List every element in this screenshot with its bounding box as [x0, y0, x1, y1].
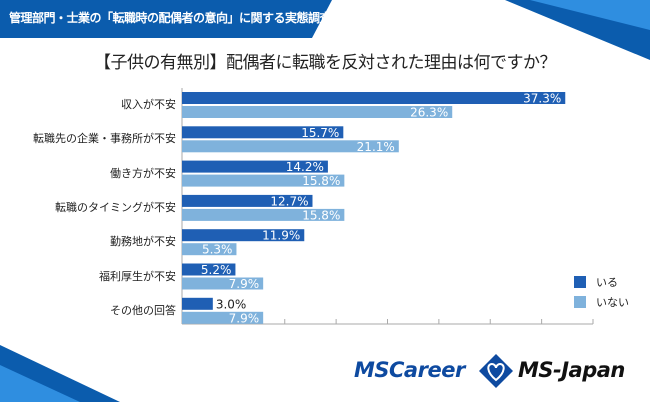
bar-series1 — [182, 160, 328, 173]
data-label: 7.9% — [229, 311, 260, 325]
chart-title: 【子供の有無別】配偶者に転職を反対された理由は何ですか？ — [94, 53, 557, 73]
bar-series2 — [182, 106, 453, 118]
data-label: 3.0% — [216, 297, 247, 311]
legend-item-series2: いない — [574, 294, 629, 310]
category-label: その他の回答 — [110, 303, 176, 317]
data-label: 12.7% — [270, 194, 308, 208]
legend-swatch — [574, 296, 586, 308]
bar-series2 — [182, 311, 264, 324]
data-label: 11.9% — [262, 229, 300, 243]
data-label: 14.2% — [286, 160, 324, 174]
bar-series1 — [182, 126, 344, 139]
data-label: 15.7% — [301, 126, 339, 140]
data-label: 21.1% — [357, 140, 395, 154]
data-label: 26.3% — [410, 106, 448, 120]
category-label: 転職先の企業・事務所が不安 — [33, 132, 176, 146]
bar-series2 — [182, 208, 345, 221]
category-label: 働き方が不安 — [110, 166, 176, 180]
ms-japan-logo: MS-Japan — [518, 358, 625, 382]
mscareer-logo: MSCareer — [354, 358, 465, 382]
data-label: 7.9% — [229, 277, 260, 291]
bar-series1 — [182, 194, 313, 207]
legend-label: いない — [596, 296, 629, 309]
ms-japan-logo-mark-icon — [479, 354, 513, 388]
data-label: 15.8% — [302, 174, 340, 188]
data-label: 5.2% — [201, 263, 232, 277]
legend-swatch — [574, 276, 586, 288]
bar-series2 — [182, 140, 399, 153]
header-title: 管理部門・士業の「転職時の配偶者の意向」に関する実態調査 — [9, 11, 332, 25]
bar-series1 — [182, 263, 236, 276]
category-label: 勤務地が不安 — [110, 235, 176, 249]
bar-series1 — [182, 92, 566, 104]
category-label: 収入が不安 — [121, 98, 176, 111]
bar-series2 — [182, 277, 264, 290]
legend-label: いる — [596, 276, 618, 289]
data-label: 37.3% — [523, 92, 561, 106]
legend-item-series1: いる — [574, 274, 618, 290]
category-label: 福利厚生が不安 — [99, 269, 176, 283]
bar-series2 — [182, 174, 345, 187]
bar-series1 — [182, 229, 305, 242]
data-label: 15.8% — [302, 208, 340, 222]
category-label: 転職のタイミングが不安 — [55, 200, 176, 214]
data-label: 5.3% — [202, 243, 233, 257]
bar-series2 — [182, 243, 237, 256]
bar-series1 — [182, 297, 213, 310]
